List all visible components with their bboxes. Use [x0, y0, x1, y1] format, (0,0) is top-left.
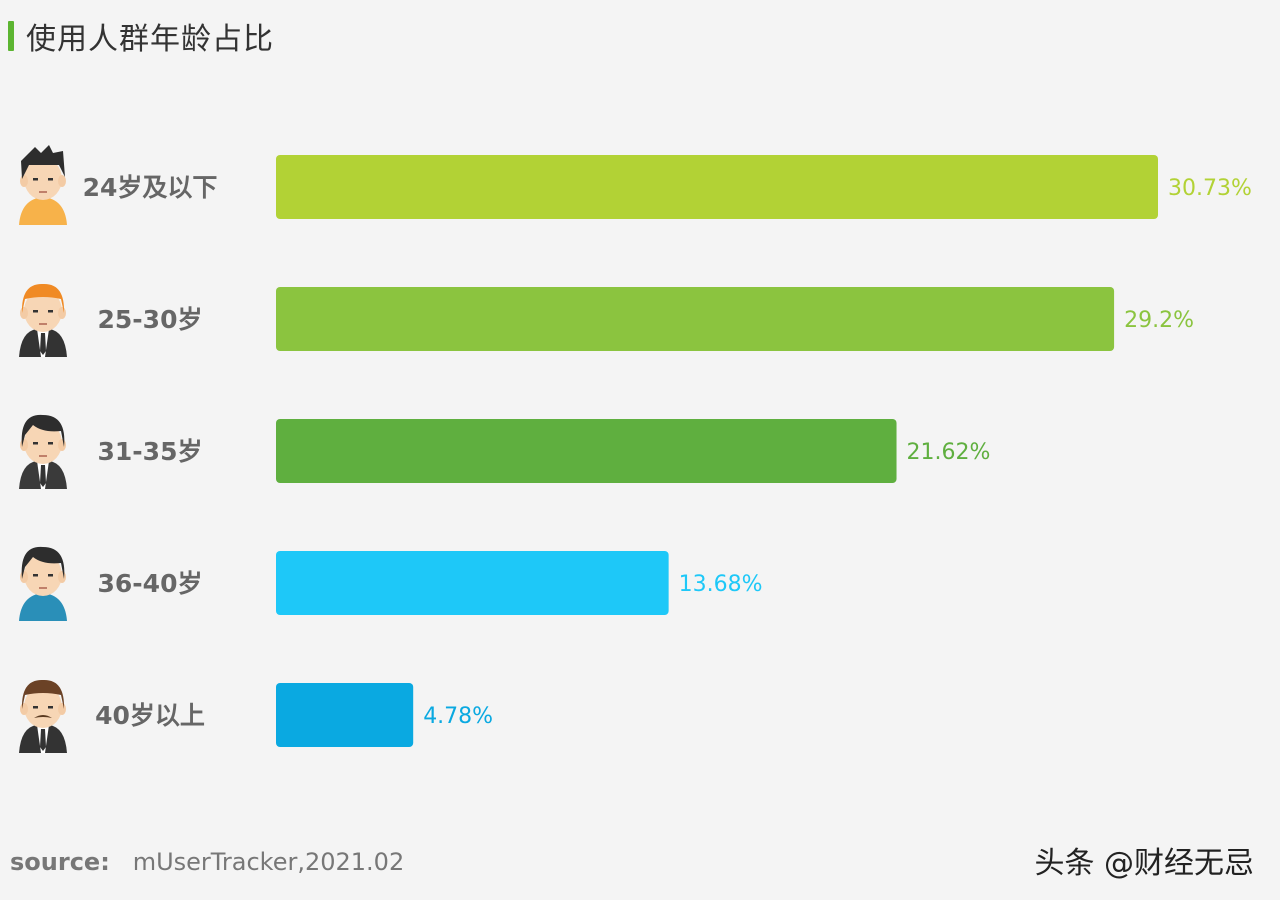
chart-title: 使用人群年龄占比: [26, 22, 274, 57]
red-hair-man-suit-icon: [19, 283, 67, 357]
bar: [276, 551, 669, 615]
bar: [276, 419, 897, 483]
watermark: 头条 @财经无忌: [1034, 846, 1254, 881]
category-label: 36-40岁: [98, 569, 203, 598]
bar: [276, 287, 1115, 351]
value-label: 13.68%: [679, 572, 763, 597]
category-label: 31-35岁: [98, 437, 203, 466]
value-label: 29.2%: [1124, 308, 1194, 333]
bar: [276, 683, 414, 747]
businessman-icon: [19, 414, 67, 489]
mustache-man-suit-icon: [19, 679, 67, 753]
source-text: mUserTracker,2021.02: [132, 848, 405, 876]
value-label: 21.62%: [907, 440, 991, 465]
category-label: 25-30岁: [98, 305, 203, 334]
source-prefix: source:: [10, 848, 110, 876]
title-bar: 使用人群年龄占比: [8, 18, 274, 57]
young-man-orange-shirt-icon: [19, 145, 67, 225]
title-accent-bar: [8, 21, 14, 51]
category-label: 40岁以上: [95, 701, 205, 730]
source-note: source: mUserTracker,2021.02: [10, 848, 404, 876]
man-blue-shirt-icon: [19, 546, 67, 621]
value-label: 4.78%: [423, 704, 493, 729]
category-label: 24岁及以下: [83, 173, 218, 202]
bar: [276, 155, 1158, 219]
value-label: 30.73%: [1168, 176, 1252, 201]
